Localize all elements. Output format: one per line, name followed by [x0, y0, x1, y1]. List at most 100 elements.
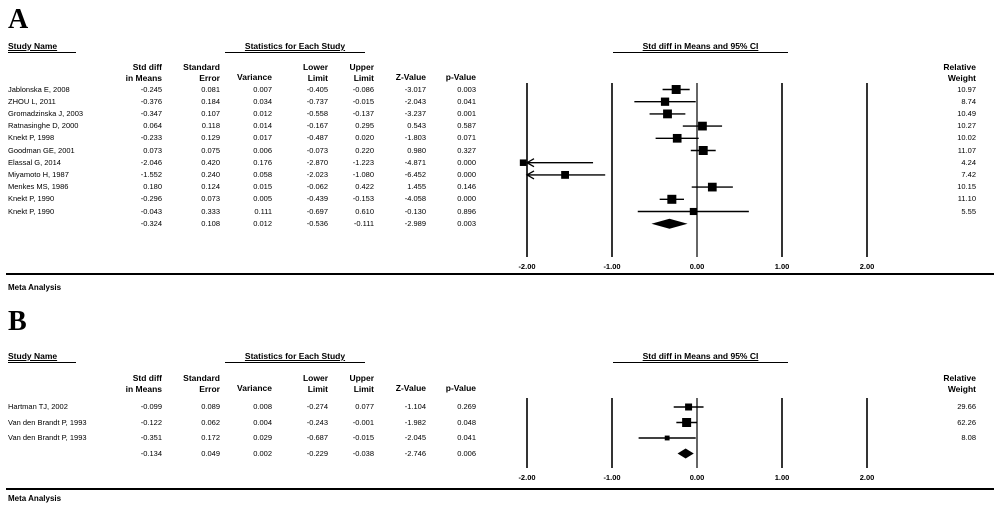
point-estimate — [682, 418, 692, 427]
weight-cell: 4.24 — [961, 157, 976, 167]
x-tick-label: 2.00 — [860, 262, 875, 271]
upper-limit-cell: -0.086 — [352, 84, 374, 94]
study-name-cell: Hartman TJ, 2002 — [8, 402, 68, 411]
z-value-cell: -1.982 — [404, 417, 426, 427]
x-tick-label: -1.00 — [603, 262, 620, 271]
weight-cell: 62.26 — [957, 417, 976, 427]
p-value-cell: 0.000 — [457, 169, 476, 179]
upper-limit-cell: 0.220 — [355, 145, 374, 155]
std-error-cell: 0.420 — [201, 157, 220, 167]
std-diff-cell: 0.064 — [143, 121, 162, 131]
study-name-cell: Gromadzinska J, 2003 — [8, 108, 84, 118]
study-name-cell: Miyamoto H, 1987 — [8, 169, 69, 179]
lower-limit-cell: -2.870 — [306, 157, 328, 167]
p-value-cell: 0.041 — [457, 433, 476, 442]
std-diff-cell: 0.073 — [143, 145, 162, 155]
lower-limit-cell: -0.558 — [306, 108, 328, 118]
variance-cell: 0.014 — [253, 121, 272, 131]
std-error-cell: 0.108 — [201, 218, 220, 228]
upper-limit-cell: -1.223 — [352, 157, 374, 167]
variance-cell: 0.034 — [253, 96, 272, 106]
variance-cell: 0.015 — [253, 182, 272, 192]
lower-limit-header: Lower Limit — [302, 373, 328, 394]
weight-cell: 7.42 — [961, 169, 976, 179]
x-tick-label: 0.00 — [690, 262, 705, 271]
study-name-cell: Knekt P, 1990 — [8, 206, 55, 216]
x-tick-label: 2.00 — [860, 473, 875, 482]
lower-limit-cell: -0.737 — [306, 96, 328, 106]
variance-cell: 0.002 — [253, 448, 272, 458]
variance-header: Variance — [237, 383, 272, 393]
z-value-cell: -2.045 — [404, 433, 426, 442]
point-estimate — [519, 159, 527, 166]
study-name-cell: Elassal G, 2014 — [8, 157, 61, 167]
weight-cell: 10.49 — [957, 108, 976, 118]
z-value-header: Z-Value — [395, 383, 426, 393]
weight-cell: 11.10 — [957, 194, 976, 204]
statistics-header: Statistics for Each Study — [244, 41, 346, 51]
upper-limit-cell: -0.015 — [352, 96, 374, 106]
plot-header: Std diff in Means and 95% CI — [642, 351, 759, 361]
variance-cell: 0.058 — [253, 169, 272, 179]
point-estimate — [689, 207, 697, 216]
weight-cell: 8.08 — [961, 433, 976, 442]
upper-limit-cell: -0.001 — [352, 417, 374, 427]
upper-limit-cell: 0.422 — [355, 182, 374, 192]
study-name-cell: Van den Brandt P, 1993 — [8, 417, 87, 427]
std-diff-cell: -0.351 — [140, 433, 162, 442]
z-value-cell: 1.455 — [407, 182, 426, 192]
upper-limit-cell: 0.295 — [355, 121, 374, 131]
study-name-cell: Knekt P, 1998 — [8, 133, 55, 143]
ci-arrow — [525, 158, 535, 168]
std-error-cell: 0.081 — [201, 84, 220, 94]
std-diff-cell: -0.376 — [140, 96, 162, 106]
std-diff-cell: -2.046 — [140, 157, 162, 167]
p-value-cell: 0.001 — [457, 108, 476, 118]
z-value-cell: -2.746 — [404, 448, 426, 458]
std-diff-cell: -0.043 — [140, 206, 162, 216]
study-header-rule — [8, 52, 76, 53]
weight-cell: 8.74 — [961, 96, 976, 106]
panel-label: B — [8, 306, 27, 337]
z-value-cell: 0.543 — [407, 121, 426, 131]
lower-limit-cell: -0.536 — [306, 218, 328, 228]
lower-limit-cell: -0.229 — [306, 448, 328, 458]
std-error-cell: 0.129 — [201, 133, 220, 143]
std-error-cell: 0.333 — [201, 206, 220, 216]
std-diff-cell: -0.122 — [140, 417, 162, 427]
upper-limit-cell: -0.038 — [352, 448, 374, 458]
variance-cell: 0.005 — [253, 194, 272, 204]
std-diff-cell: -0.245 — [140, 84, 162, 94]
std-error-cell: 0.184 — [201, 96, 220, 106]
plot-header-rule — [613, 52, 788, 53]
plot-header: Std diff in Means and 95% CI — [642, 41, 759, 51]
std-diff-cell: 0.180 — [143, 182, 162, 192]
z-value-header: Z-Value — [395, 72, 426, 82]
upper-limit-cell: -0.111 — [353, 218, 374, 228]
p-value-cell: 0.006 — [457, 448, 476, 458]
point-estimate — [671, 85, 681, 94]
point-estimate — [707, 182, 717, 192]
p-value-header: p-Value — [445, 383, 476, 393]
std-diff-cell: -0.347 — [140, 108, 162, 118]
divider-line — [6, 273, 994, 275]
z-value-cell: -3.017 — [404, 84, 426, 94]
std-error-cell: 0.118 — [201, 121, 220, 131]
variance-cell: 0.029 — [253, 433, 272, 442]
lower-limit-cell: -0.487 — [306, 133, 328, 143]
point-estimate — [660, 97, 670, 106]
p-value-header: p-Value — [445, 72, 476, 82]
variance-cell: 0.012 — [253, 108, 272, 118]
upper-limit-cell: -1.080 — [352, 169, 374, 179]
std-error-cell: 0.089 — [201, 402, 220, 411]
p-value-cell: 0.327 — [457, 145, 476, 155]
variance-cell: 0.017 — [253, 133, 272, 143]
p-value-cell: 0.896 — [457, 206, 476, 216]
weight-cell: 5.55 — [961, 206, 976, 216]
variance-cell: 0.111 — [254, 206, 272, 216]
study-name-cell: ZHOU L, 2011 — [8, 96, 56, 106]
lower-limit-cell: -0.405 — [306, 84, 328, 94]
x-tick-label: 1.00 — [775, 262, 790, 271]
z-value-cell: -0.130 — [404, 206, 426, 216]
meta-analysis-label: Meta Analysis — [8, 283, 62, 292]
